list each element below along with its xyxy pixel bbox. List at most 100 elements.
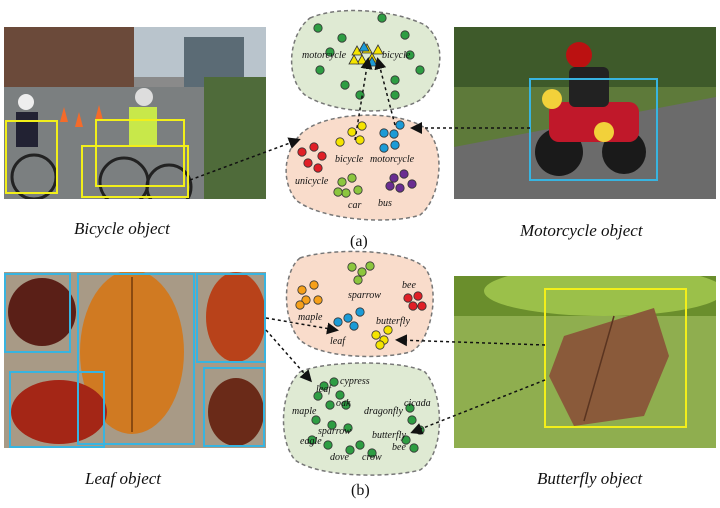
embedding-dot xyxy=(297,147,307,157)
cluster-label: oak xyxy=(336,398,351,409)
embedding-dot xyxy=(333,317,343,327)
cluster-label: eagle xyxy=(300,436,322,447)
embedding-dot xyxy=(357,267,367,277)
embedding-dot xyxy=(375,340,385,350)
embedding-dot xyxy=(333,187,343,197)
embedding-dot xyxy=(343,313,353,323)
embedding-dot xyxy=(365,261,375,271)
embedding-dot xyxy=(313,391,323,401)
embedding-dot xyxy=(297,285,307,295)
embedding-dot xyxy=(325,400,335,410)
embedding-dot xyxy=(325,47,335,57)
leaf-photo xyxy=(4,272,266,448)
cluster-label: crow xyxy=(362,452,382,463)
embedding-dot xyxy=(389,173,399,183)
embedding-dot xyxy=(353,185,363,195)
arrow-bicycle-up xyxy=(354,57,373,141)
embedding-dot xyxy=(337,33,347,43)
embedding-dot xyxy=(309,280,319,290)
embedding-dot xyxy=(340,80,350,90)
embedding-dot xyxy=(349,321,359,331)
embedding-dot xyxy=(317,151,327,161)
embedding-dot xyxy=(355,135,365,145)
embedding-dot xyxy=(407,415,417,425)
cluster-label: motorcycle xyxy=(370,154,415,165)
embedding-dot xyxy=(355,440,365,450)
embedding-dot xyxy=(313,23,323,33)
arrow-motorcycle-up xyxy=(374,57,396,126)
cluster-label: dove xyxy=(330,452,349,463)
embedding-dot xyxy=(395,120,405,130)
embedding-dot xyxy=(341,400,351,410)
triangle-marker xyxy=(372,44,384,55)
bbox-leaf-3 xyxy=(196,273,266,363)
embedding-dot xyxy=(329,377,339,387)
embedding-dot xyxy=(347,127,357,137)
embedding-dot xyxy=(341,188,351,198)
blob-b-top xyxy=(285,250,434,358)
embedding-dot xyxy=(371,330,381,340)
cluster-label: bicycle xyxy=(335,154,364,165)
cluster-label: leaf xyxy=(316,384,332,395)
embedding-dot xyxy=(399,169,409,179)
embedding-dot xyxy=(353,275,363,285)
cluster-label: sparrow xyxy=(318,426,351,437)
blob-a-bottom xyxy=(285,114,440,221)
bbox-leaf-1 xyxy=(4,273,71,353)
cluster-label: dragonfly xyxy=(364,406,403,417)
bbox-leaf-4 xyxy=(9,371,105,448)
bbox-bicycle-2 xyxy=(95,119,185,187)
caption-leaf-object: Leaf object xyxy=(85,469,162,488)
embedding-dot xyxy=(379,128,389,138)
embedding-dot xyxy=(390,140,400,150)
embedding-dot xyxy=(335,390,345,400)
panel-label-b: (b) xyxy=(351,482,370,499)
embedding-dot xyxy=(383,325,393,335)
bbox-bicycle-3 xyxy=(81,145,189,198)
cluster-label: unicycle xyxy=(295,176,329,187)
bicycle-photo xyxy=(4,27,266,199)
motorcycle-photo xyxy=(454,27,716,199)
embedding-dot xyxy=(295,300,305,310)
embedding-dot xyxy=(413,291,423,301)
embedding-dot xyxy=(347,262,357,272)
embedding-dot xyxy=(401,435,411,445)
arrow-leaf-down xyxy=(265,329,312,383)
embedding-dot xyxy=(327,420,337,430)
embedding-dot xyxy=(313,163,323,173)
embedding-dot xyxy=(367,448,377,458)
arrow-butterfly-to-embedding xyxy=(395,334,546,347)
embedding-dot xyxy=(301,295,311,305)
bbox-leaf-5 xyxy=(203,367,265,447)
embedding-dot xyxy=(389,129,399,139)
cluster-label: sparrow xyxy=(348,290,381,301)
cluster-label: bee xyxy=(402,280,416,291)
triangle-marker xyxy=(348,54,360,65)
cluster-label: bicycle xyxy=(382,50,411,61)
embedding-dot xyxy=(337,177,347,187)
caption-bicycle-object: Bicycle object xyxy=(74,219,170,238)
embedding-dot xyxy=(345,445,355,455)
embedding-dot xyxy=(357,121,367,131)
blob-b-bottom xyxy=(282,362,441,476)
cluster-label: bee xyxy=(392,442,406,453)
cluster-label: cypress xyxy=(340,376,370,387)
cluster-labels: motorcycle bicycle bicycle motorcycle unicyc… xyxy=(292,50,431,463)
embedding-dot xyxy=(409,443,419,453)
butterfly-photo xyxy=(454,276,716,448)
bbox-butterfly xyxy=(544,288,687,428)
embedding-dot xyxy=(405,50,415,60)
panel-label-a: (a) xyxy=(350,233,368,250)
embedding-dot xyxy=(403,293,413,303)
embedding-dot xyxy=(315,65,325,75)
cluster-label: bus xyxy=(378,198,392,209)
embedding-dot xyxy=(385,181,395,191)
embedding-dot xyxy=(405,403,415,413)
bbox-bicycle-1 xyxy=(5,120,58,194)
cluster-label: car xyxy=(348,200,361,211)
arrow-bicycle-to-embedding xyxy=(189,137,301,181)
cluster-label: cicada xyxy=(404,398,431,409)
embedding-dot xyxy=(323,440,333,450)
embedding-dot xyxy=(313,295,323,305)
